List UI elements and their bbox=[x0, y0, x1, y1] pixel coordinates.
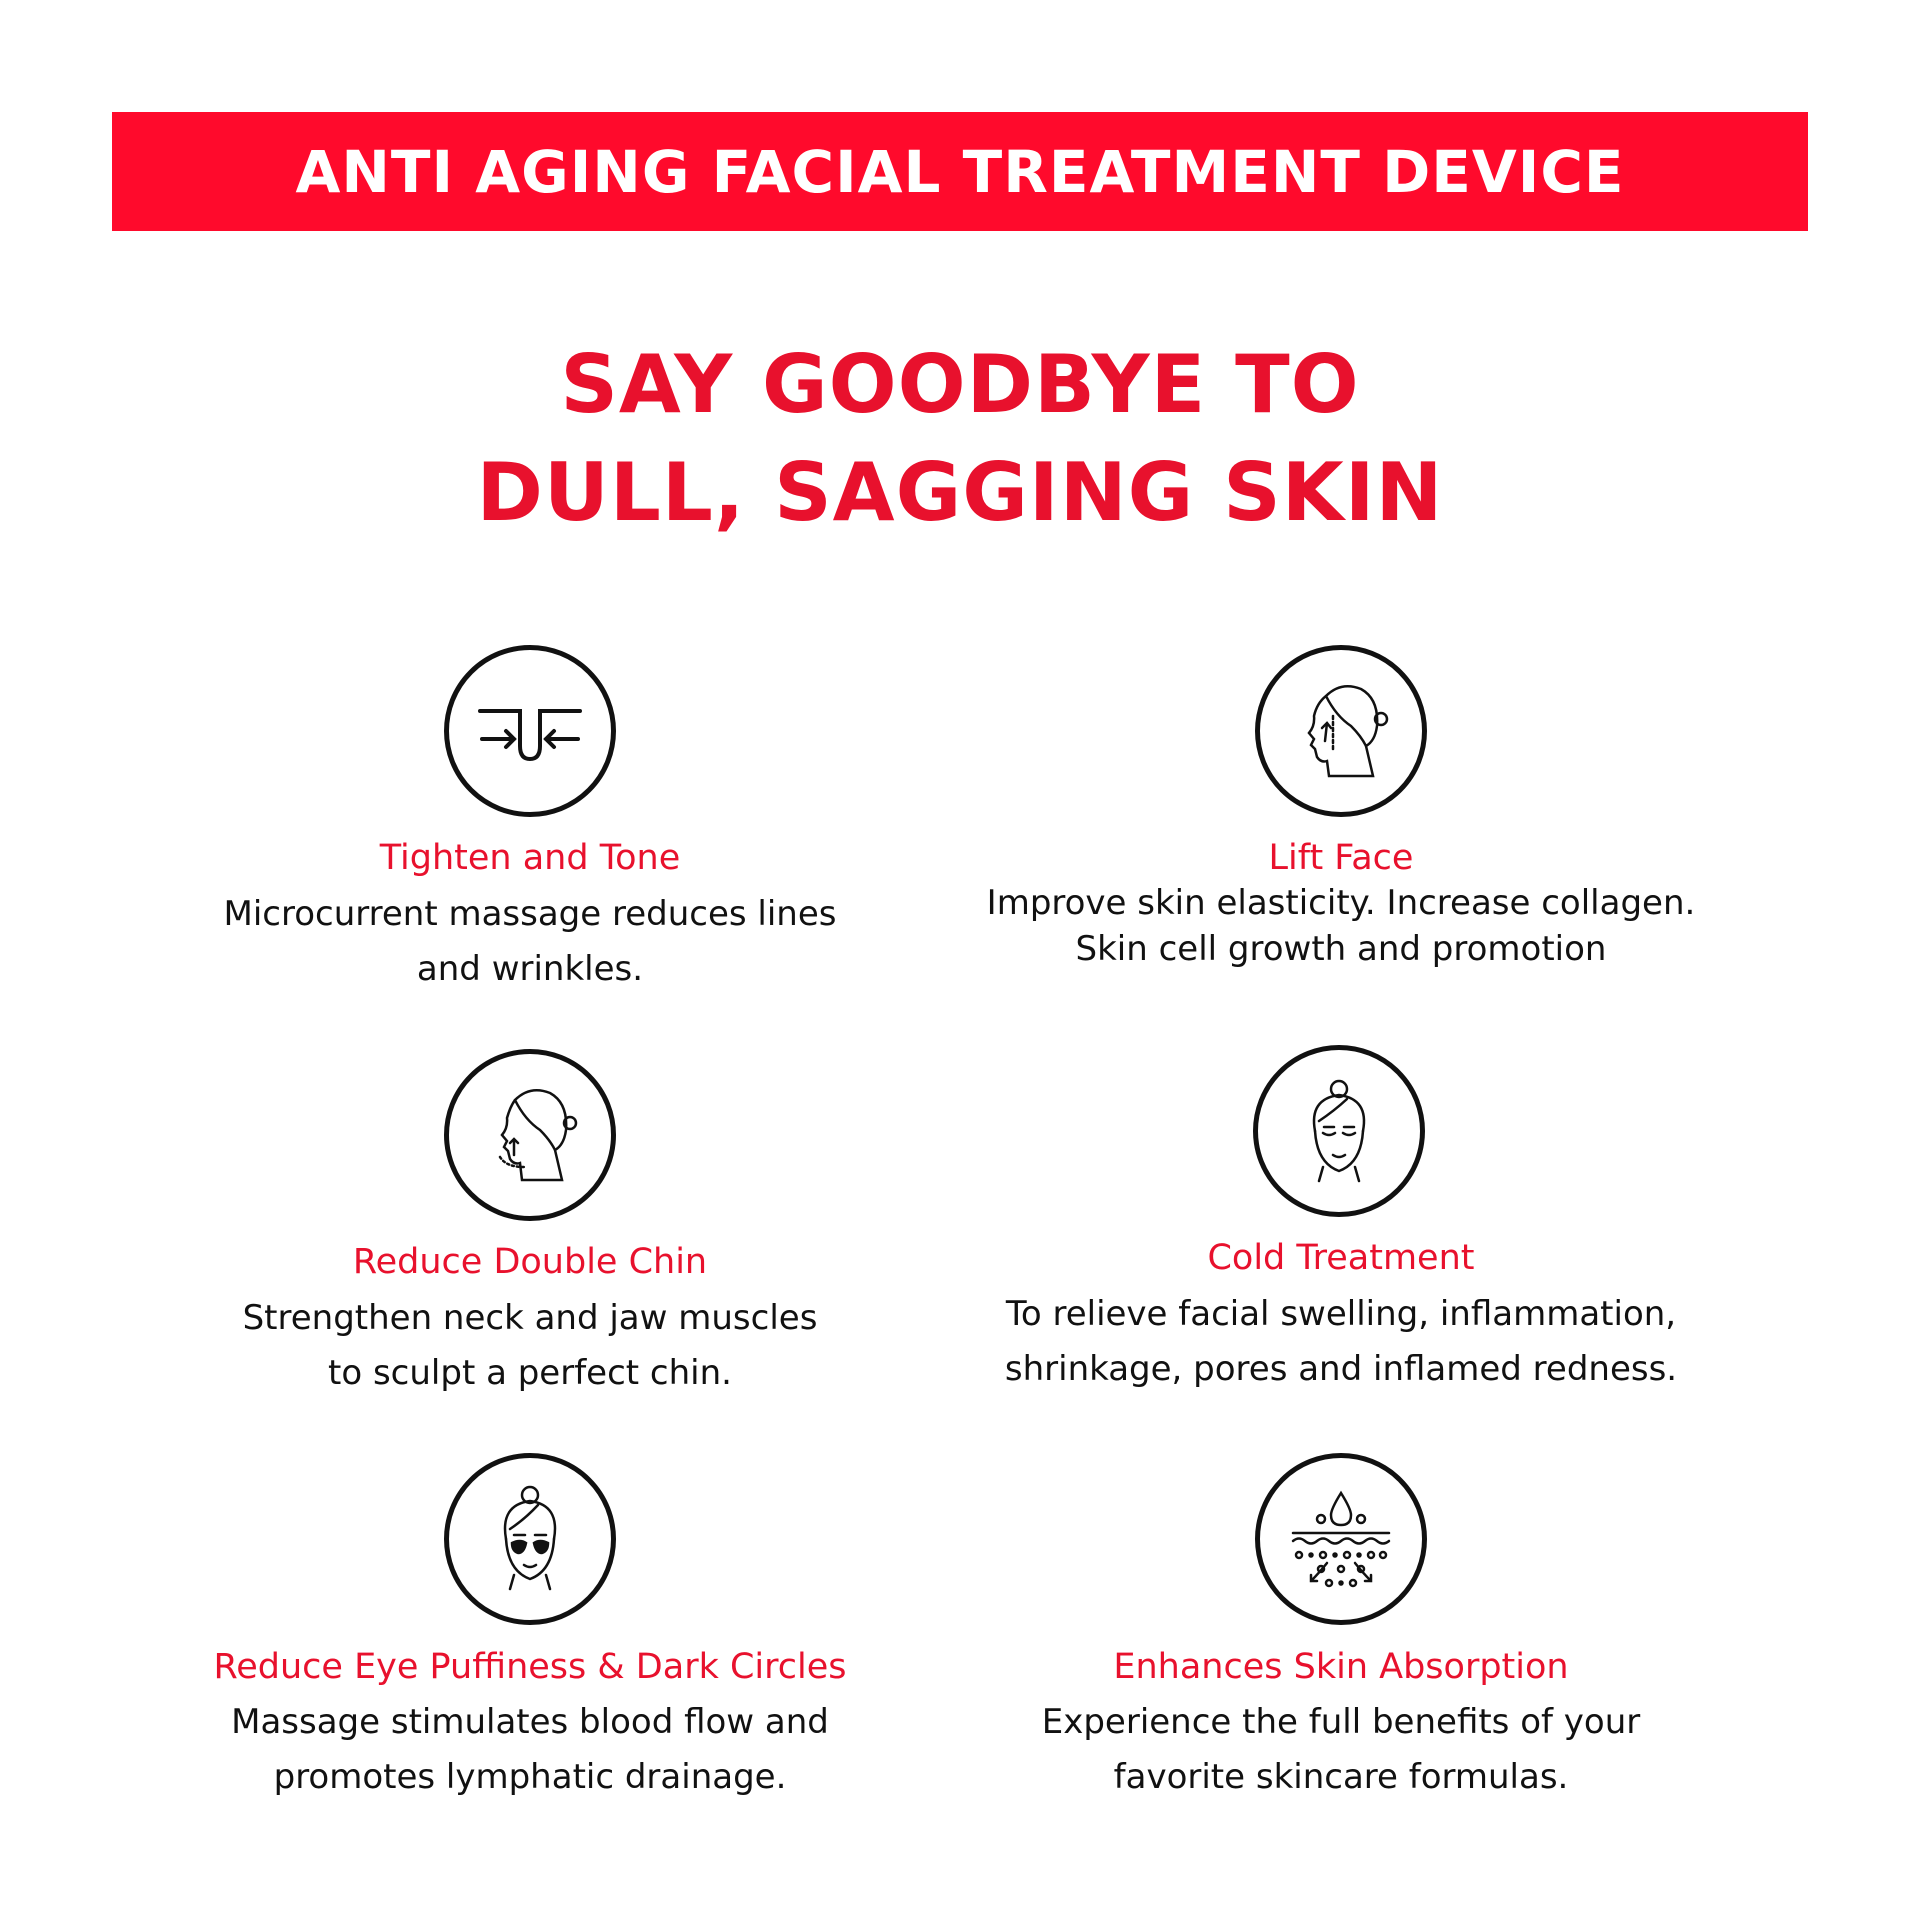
banner-title: ANTI AGING FACIAL TREATMENT DEVICE bbox=[295, 137, 1625, 206]
feature-description-line: To relieve facial swelling, inflammation… bbox=[1005, 1294, 1677, 1334]
skin-absorption-icon bbox=[1255, 1453, 1427, 1625]
feature-description-line: Improve skin elasticity. Increase collag… bbox=[986, 883, 1696, 923]
feature-title: Cold Treatment bbox=[1207, 1238, 1475, 1278]
relaxed-face-icon bbox=[1253, 1045, 1425, 1217]
headline-line-2: DULL, SAGGING SKIN bbox=[476, 446, 1444, 539]
headline-line-1: SAY GOODBYE TO bbox=[560, 338, 1360, 431]
feature-title: Reduce Double Chin bbox=[352, 1242, 708, 1282]
feature-description-line: Microcurrent massage reduces lines bbox=[223, 894, 837, 934]
title-banner: ANTI AGING FACIAL TREATMENT DEVICE bbox=[112, 112, 1808, 231]
feature-description-line: favorite skincare formulas. bbox=[1113, 1757, 1569, 1797]
feature-title: Tighten and Tone bbox=[379, 838, 681, 878]
feature-description-line: Strengthen neck and jaw muscles bbox=[242, 1298, 818, 1338]
chin-profile-icon bbox=[444, 1049, 616, 1221]
feature-description-line: shrinkage, pores and inflamed redness. bbox=[1004, 1349, 1678, 1389]
feature-description-line: Skin cell growth and promotion bbox=[1075, 929, 1607, 969]
feature-description-line: and wrinkles. bbox=[416, 949, 644, 989]
feature-description-line: to sculpt a perfect chin. bbox=[328, 1353, 732, 1393]
pore-tighten-icon bbox=[444, 645, 616, 817]
feature-title: Reduce Eye Puffiness & Dark Circles bbox=[213, 1647, 847, 1687]
feature-description-line: promotes lymphatic drainage. bbox=[273, 1757, 787, 1797]
feature-description-line: Massage stimulates blood flow and bbox=[231, 1702, 829, 1742]
feature-title: Lift Face bbox=[1268, 838, 1414, 878]
feature-description-line: Experience the full benefits of your bbox=[1041, 1702, 1641, 1742]
face-lift-profile-icon bbox=[1255, 645, 1427, 817]
eye-patch-face-icon bbox=[444, 1453, 616, 1625]
feature-title: Enhances Skin Absorption bbox=[1113, 1647, 1569, 1687]
